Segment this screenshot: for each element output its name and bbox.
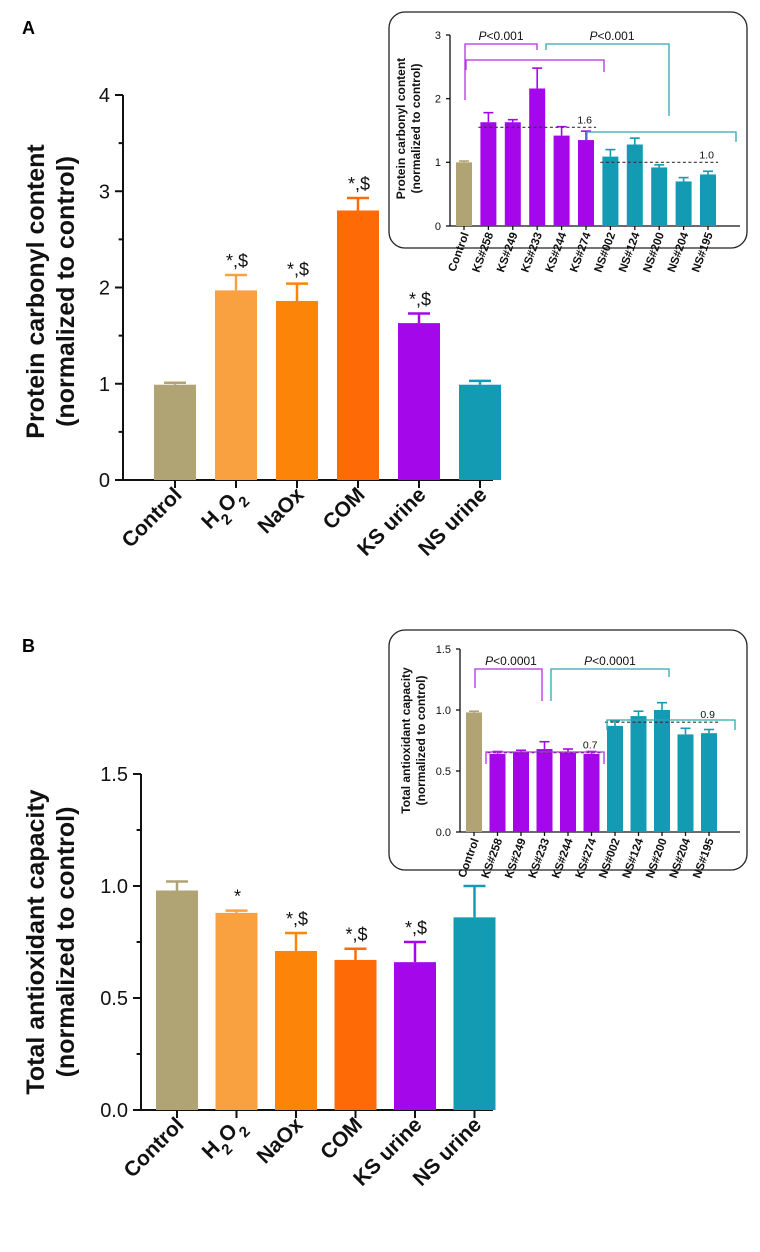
- y-axis-subtitle: (normalized to control): [409, 64, 423, 194]
- y-tick-label: 1: [99, 374, 110, 396]
- bar: [578, 140, 594, 226]
- bar: [453, 917, 496, 1110]
- bar: [398, 323, 440, 480]
- bar: [337, 210, 379, 480]
- y-tick-label: 0.5: [100, 988, 128, 1010]
- y-axis-subtitle: (normalized to control): [52, 156, 80, 427]
- comparison-bracket: [474, 668, 543, 701]
- bar: [276, 300, 318, 480]
- bar: [630, 716, 647, 832]
- bar: [480, 122, 497, 226]
- y-tick-label: 0: [99, 470, 110, 492]
- y-tick-label: 1.0: [100, 876, 128, 898]
- bar: [536, 749, 553, 832]
- comparison-bracket: [485, 751, 605, 764]
- y-tick-label: 1: [435, 157, 441, 169]
- x-tick-label: Control: [119, 1113, 188, 1182]
- y-tick-label: 1.5: [436, 644, 451, 656]
- significance-label: *,$: [345, 925, 367, 945]
- x-tick-label: H2O2: [197, 483, 253, 539]
- bar: [583, 753, 600, 832]
- x-tick-label: COM: [319, 483, 370, 534]
- bar: [456, 162, 472, 226]
- bar: [334, 959, 377, 1110]
- bar: [675, 181, 692, 226]
- bar: [504, 122, 521, 226]
- reference-label: 0.7: [583, 740, 598, 752]
- bar: [607, 725, 623, 832]
- bar: [215, 290, 257, 480]
- bar: [529, 88, 546, 226]
- y-tick-label: 0.0: [100, 1100, 128, 1122]
- y-tick-label: 3: [435, 30, 441, 42]
- bar: [466, 712, 482, 832]
- y-axis-subtitle: (normalized to control): [414, 676, 428, 806]
- p-value-label: P<0.0001: [584, 654, 636, 668]
- panel-b-inset: 0.0 0.5 1.0 1.5 Total antioxidant capacity (n…: [388, 629, 748, 880]
- y-tick-label: 2: [99, 278, 110, 300]
- x-tick-label: NaOx: [252, 1113, 307, 1168]
- y-axis-title: Total antioxidant capacity: [399, 667, 413, 814]
- x-tick-label: COM: [316, 1113, 367, 1164]
- significance-label: *,$: [287, 260, 309, 280]
- bar: [553, 135, 570, 226]
- bar: [154, 384, 196, 480]
- x-tick-label: Control: [117, 483, 186, 552]
- bar: [394, 962, 436, 1110]
- y-axis-title: Total antioxidant capacity: [22, 789, 50, 1094]
- bar: [677, 734, 694, 832]
- reference-label: 0.9: [700, 709, 715, 721]
- y-tick-label: 3: [99, 181, 110, 203]
- bar: [626, 144, 643, 226]
- x-tick-label: NaOx: [253, 483, 308, 538]
- bar: [275, 950, 317, 1110]
- bar: [700, 174, 716, 226]
- comparison-bracket: [464, 43, 538, 100]
- y-axis-title: Protein carbonyl content: [22, 144, 50, 439]
- p-value-label: P<0.0001: [485, 654, 537, 668]
- significance-label: *,$: [405, 918, 427, 938]
- y-tick-label: 0.0: [436, 827, 451, 839]
- bar: [651, 167, 668, 226]
- y-tick-label: 2: [435, 94, 441, 106]
- p-value-label: P<0.001: [478, 29, 523, 43]
- reference-label: 1.0: [699, 149, 714, 161]
- x-tick-label: H2O2: [198, 1113, 254, 1169]
- bar: [459, 384, 501, 480]
- y-axis-title: Protein carbonyl content: [394, 58, 408, 199]
- comparison-bracket: [550, 668, 670, 701]
- bar: [215, 912, 258, 1110]
- comparison-bracket: [586, 131, 737, 142]
- y-axis-subtitle: (normalized to control): [52, 807, 80, 1078]
- bar: [489, 753, 506, 832]
- bar: [701, 733, 717, 832]
- reference-label: 1.6: [577, 114, 592, 126]
- significance-label: *,$: [226, 251, 248, 271]
- bar: [654, 710, 670, 832]
- p-value-label: P<0.001: [589, 29, 634, 43]
- bar: [560, 752, 576, 832]
- significance-label: *,$: [286, 909, 308, 929]
- bar: [156, 890, 198, 1110]
- y-tick-label: 0: [435, 221, 441, 233]
- panel-label: A: [22, 18, 35, 38]
- significance-label: *,$: [409, 289, 431, 309]
- y-tick-label: 4: [99, 85, 110, 107]
- panel-label: B: [22, 636, 35, 656]
- comparison-bracket: [545, 43, 670, 116]
- significance-label: *,$: [348, 174, 370, 194]
- y-tick-label: 1.5: [100, 764, 128, 786]
- bar: [513, 751, 529, 832]
- y-tick-label: 0.5: [436, 766, 451, 778]
- significance-label: *: [234, 887, 241, 907]
- y-tick-label: 1.0: [436, 705, 451, 717]
- comparison-bracket: [606, 719, 736, 730]
- bar: [602, 156, 619, 226]
- panel-a-inset: 0 1 2 3 Protein carbonyl content (normalized …: [388, 11, 748, 274]
- comparison-bracket: [465, 59, 605, 72]
